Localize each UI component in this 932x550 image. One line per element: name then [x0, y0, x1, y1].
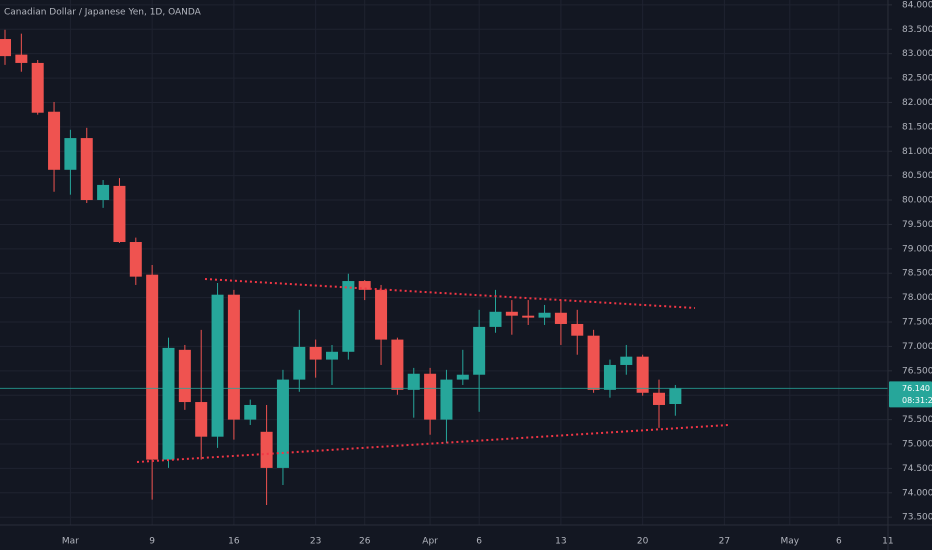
- x-tick-label: 6: [836, 537, 842, 547]
- y-tick-label: 82.000: [902, 98, 932, 108]
- candle-body: [48, 111, 61, 170]
- candle-body: [440, 379, 453, 420]
- candle-body: [146, 274, 159, 460]
- candle-body: [260, 431, 273, 468]
- y-tick-label: 83.500: [902, 25, 932, 35]
- x-tick-label: Mar: [62, 537, 79, 547]
- candle-body: [64, 138, 77, 170]
- y-tick-label: 74.500: [902, 464, 932, 474]
- candle-body: [162, 347, 175, 460]
- candle-body: [276, 379, 289, 468]
- candle-body: [129, 242, 142, 277]
- trendline-lower: [136, 424, 729, 463]
- y-tick-label: 82.500: [902, 74, 932, 84]
- candle-body: [538, 312, 551, 318]
- y-tick-label: 77.500: [902, 318, 932, 328]
- candle-body: [227, 294, 240, 420]
- x-tick-label: 11: [882, 537, 893, 547]
- y-tick-label: 77.000: [902, 342, 932, 352]
- y-tick-label: 79.500: [902, 220, 932, 230]
- candle-body: [522, 315, 535, 318]
- last-price-box: [889, 381, 932, 408]
- y-tick-label: 83.000: [902, 49, 932, 59]
- x-tick-label: 20: [637, 537, 649, 547]
- candle-body: [326, 351, 338, 360]
- candle-body: [587, 335, 600, 390]
- chart-title: Canadian Dollar / Japanese Yen, 1D, OAND…: [4, 8, 202, 18]
- candle-body: [620, 356, 633, 365]
- x-tick-label: 16: [228, 537, 240, 547]
- candle-body: [358, 281, 371, 290]
- candle-body: [653, 392, 665, 405]
- x-tick-label: Apr: [422, 537, 438, 547]
- x-tick-label: 9: [149, 537, 155, 547]
- y-tick-label: 79.000: [902, 244, 932, 254]
- candle-body: [0, 39, 11, 57]
- candle-body: [424, 373, 437, 420]
- candle-body: [375, 289, 388, 340]
- x-tick-label: 26: [359, 537, 371, 547]
- candle-body: [113, 185, 126, 243]
- countdown: 08:31:26: [902, 396, 932, 405]
- x-tick-label: 23: [310, 537, 321, 547]
- candle-body: [293, 346, 306, 380]
- y-tick-label: 76.500: [902, 366, 932, 376]
- candle-body: [489, 311, 502, 327]
- candle-body: [473, 326, 486, 375]
- candle-body: [195, 402, 208, 437]
- y-tick-label: 74.000: [902, 488, 932, 498]
- candle-body: [456, 374, 469, 380]
- candle-body: [80, 138, 93, 201]
- x-tick-label: 27: [719, 537, 730, 547]
- candle-body: [407, 373, 420, 390]
- candle-body: [636, 356, 649, 393]
- candle-body: [244, 404, 257, 420]
- candle-body: [505, 311, 518, 316]
- y-tick-label: 81.000: [902, 147, 932, 157]
- x-tick-label: 13: [555, 537, 566, 547]
- candle-body: [97, 184, 110, 201]
- trendline-upper: [204, 278, 696, 309]
- y-tick-label: 75.000: [902, 440, 932, 450]
- candle-body: [571, 323, 584, 336]
- y-tick-label: 80.500: [902, 171, 932, 181]
- y-tick-label: 73.500: [902, 513, 932, 523]
- candle-body: [309, 346, 322, 360]
- last-price-label: 76.140: [902, 384, 930, 393]
- x-tick-label: 6: [476, 537, 482, 547]
- candle-body: [178, 349, 191, 403]
- candle-body: [669, 388, 682, 404]
- y-tick-label: 80.000: [902, 196, 932, 206]
- y-tick-label: 81.500: [902, 122, 932, 132]
- y-tick-label: 84.000: [902, 0, 932, 10]
- candle-body: [554, 312, 567, 324]
- candle-body: [342, 281, 355, 352]
- y-tick-label: 78.500: [902, 269, 932, 279]
- candle-body: [15, 54, 28, 63]
- candle-body: [31, 62, 44, 113]
- x-tick-label: May: [780, 537, 799, 547]
- y-tick-label: 78.000: [902, 293, 932, 303]
- candle-body: [603, 364, 616, 390]
- candle-body: [211, 294, 224, 437]
- y-tick-label: 75.500: [902, 415, 932, 425]
- candle-body: [391, 339, 404, 390]
